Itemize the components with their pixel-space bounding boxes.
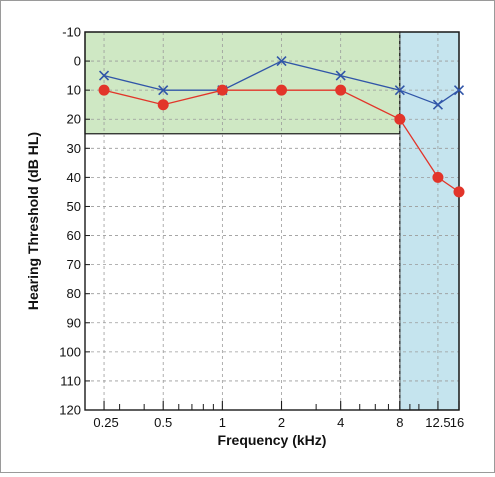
series-1-point (394, 85, 405, 96)
y-tick-label: 70 (67, 257, 81, 272)
series-2-point (335, 84, 347, 96)
y-tick-label: 0 (74, 54, 81, 69)
x-tick-label: 0.5 (154, 415, 172, 430)
x-tick-labels: 0.25 0.5 1 2 4 8 12.5 16 (93, 415, 464, 430)
shaded-region-1 (84, 31, 401, 135)
series-2 (98, 84, 465, 198)
y-tick-label: 80 (67, 286, 81, 301)
x-axis-title: Frequency (kHz) (218, 432, 327, 448)
series-2-point (276, 84, 288, 96)
x-tick-label: 4 (337, 415, 344, 430)
y-tick-labels: -10 0 10 20 30 40 50 60 70 80 90 100 110 120 (59, 25, 81, 418)
shaded-region-2 (399, 31, 460, 411)
data-series (98, 56, 465, 198)
series-2-point (453, 186, 465, 198)
y-axis-title: Hearing Threshold (dB HL) (25, 132, 41, 310)
x-tick-label: 2 (278, 415, 285, 430)
series-1-point (276, 56, 287, 67)
series-1-line (103, 60, 460, 106)
series-2-point (394, 113, 406, 125)
y-tick-label: 20 (67, 112, 81, 127)
plot-border (84, 31, 460, 411)
series-1-point (98, 70, 110, 81)
y-tick-label: 60 (67, 228, 81, 243)
y-tick-label: 10 (67, 83, 81, 98)
series-2-point (98, 84, 110, 96)
y-tick-label: 40 (67, 170, 81, 185)
shaded-regions (84, 31, 460, 411)
x-tick-label: 1 (219, 415, 226, 430)
series-1-point (453, 85, 465, 96)
y-tick-label: -10 (62, 25, 81, 40)
series-2-point (216, 84, 228, 96)
x-tick-label: 0.25 (93, 415, 118, 430)
y-tick-label: 90 (67, 315, 81, 330)
y-tick-label: 50 (67, 199, 81, 214)
series-2-point (432, 171, 444, 183)
y-tick-label: 110 (60, 373, 81, 388)
x-tick-label: 8 (396, 415, 403, 430)
y-tick-label: 30 (67, 141, 81, 156)
y-tick-label: 120 (59, 403, 81, 418)
series-2-point (157, 99, 169, 111)
series-1-point (335, 70, 346, 81)
series-2-line (103, 89, 460, 193)
plot-area-border (84, 31, 460, 411)
x-tick-label: 12.5 (425, 415, 450, 430)
y-tick-label: 100 (59, 344, 81, 359)
x-tick-label: 16 (450, 415, 464, 430)
series-1-point (158, 85, 169, 96)
series-1-point (432, 99, 443, 110)
